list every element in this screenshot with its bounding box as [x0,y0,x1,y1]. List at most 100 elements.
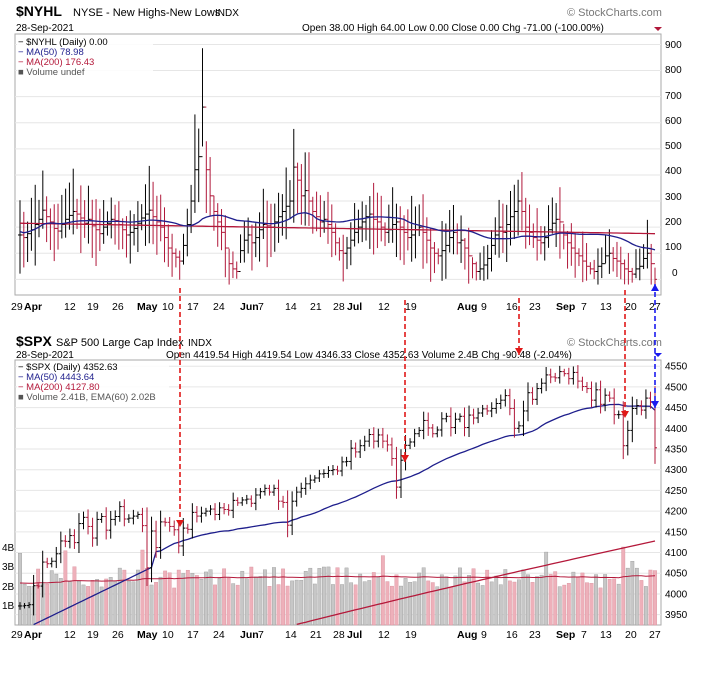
volume-bar [240,570,245,626]
volume-bar [126,580,131,626]
volume-bar [358,573,363,626]
bottom-ohlc-bar [417,427,422,438]
bottom-ohlc-bar [498,394,503,410]
volume-bar [349,582,354,626]
top-ytick: 300 [665,192,682,203]
top-ohlc-bar [94,199,99,267]
volume-bar [548,574,553,626]
top-ohlc-bar [630,267,635,283]
volume-bar [321,566,326,626]
arrowhead-icon [621,411,629,418]
bottom-brand[interactable]: © StockCharts.com [567,337,662,349]
x-axis-label: 9 [481,629,487,641]
bottom-date: 28-Sep-2021 [16,350,74,361]
bottom-ohlc-bar [448,407,453,437]
top-brand[interactable]: © StockCharts.com [567,7,662,19]
top-ohlc-bar [360,201,365,243]
top-ohlc-bar [565,230,570,269]
x-axis-label: 29 [11,629,23,641]
bottom-index-tag: INDX [188,338,212,349]
bottom-ohlc-bar [135,511,140,519]
top-ohlc-bar [424,217,429,264]
bottom-ohlc-bar [154,520,159,558]
top-ohlc-bar [177,250,182,280]
top-ohlc-bar [151,181,156,245]
bottom-ohlc-bar [122,499,127,527]
top-ohlc-bar [504,204,509,262]
volume-bar [376,576,381,626]
bottom-ohlc-bar [190,503,195,539]
volume-bar [503,569,508,626]
top-ohlc-bar [637,248,642,281]
bottom-ohlc-bar [36,583,41,589]
x-axis-label: 21 [310,301,322,313]
x-axis-label: 17 [187,629,199,641]
bottom-ohlc-bar [371,427,376,449]
volume-bar [412,581,417,626]
x-axis-label: Sep [556,629,575,641]
bottom-ohlc-bar [208,505,213,516]
bottom-ohlc-bar [217,502,222,521]
top-ohlc-bar [227,247,232,285]
top-ytick: 600 [665,116,682,127]
top-ohlc-bar [436,248,441,265]
volume-bar [326,566,331,626]
bottom-ohlc-bar [430,424,435,438]
bottom-ohlc-bar [86,509,91,535]
top-ohlc-bar [135,201,140,253]
bottom-ohlc-bar [389,437,394,466]
top-ohlc-bar [595,248,600,285]
x-axis-label: 10 [162,629,174,641]
bottom-ytick: 4150 [665,527,688,538]
arrowhead-icon [176,520,184,527]
bottom-menu-arrow-icon[interactable] [654,353,662,357]
top-ohlc-bar [607,229,612,274]
bottom-ohlc-bar [643,389,648,419]
bottom-ytick: 4100 [665,548,688,559]
top-date: 28-Sep-2021 [16,23,74,34]
bottom-ytick: 4350 [665,445,688,456]
top-ohlc-bar [485,244,490,280]
top-ohlc-bar [497,199,502,258]
top-ohlc-bar [493,217,498,255]
volume-tick: 3B [2,562,15,573]
bottom-ohlc-bar [158,510,163,559]
top-ohlc-bar [234,261,239,279]
top-ytick: 700 [665,91,682,102]
top-menu-arrow-icon[interactable] [654,27,662,31]
x-axis-label: Apr [24,629,42,641]
top-ohlc-bar [611,247,616,272]
bottom-ohlc-bar [467,405,472,437]
x-axis-label: Aug [457,629,477,641]
top-ohlc-bar [158,194,163,242]
volume-bar [362,581,367,626]
bottom-ohlc-bar [90,517,95,547]
top-legend-ma50: − MA(50) 78.98 [18,47,84,58]
volume-bar [616,583,621,626]
top-ohlc-bar [383,222,388,247]
volume-bar [136,569,140,626]
x-axis-label: 9 [481,301,487,313]
x-axis-label: 7 [581,629,587,641]
top-ohlc-bar [86,185,91,244]
volume-bar [644,586,648,626]
volume-bar [208,569,213,626]
x-axis-label: 14 [285,629,297,641]
bottom-ohlc-bar [616,410,621,419]
top-ohlc-bar [303,152,308,226]
x-axis-label: 19 [87,629,99,641]
volume-bar [63,550,68,626]
top-ohlc-bar [192,114,197,213]
x-axis-label: 27 [649,301,661,313]
volume-bar [131,581,136,626]
volume-bar [154,582,158,626]
volume-bar [299,579,304,626]
top-ohlc-bar [531,223,536,248]
top-ohlc-bar [402,215,407,265]
top-ohlc-bar [246,217,251,254]
bottom-y-axis: 3950 4000 4050 4100 4150 4200 4250 4300 4350 4400… [665,362,688,621]
bottom-ohlc-bar [358,439,363,459]
bottom-ohlc-bar [172,520,177,536]
bottom-ohlc-bar [376,428,381,448]
top-ohlc-bar [185,208,190,257]
